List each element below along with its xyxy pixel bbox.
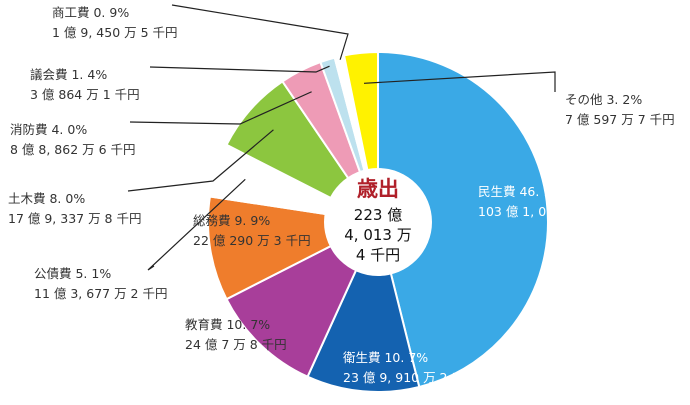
total-amount-line-3: 4 千円 [356,246,400,264]
leader-line-6 [129,91,312,125]
slice-label-name-5: 土木費 8. 0% [8,191,85,206]
pie-slice-2 [225,219,381,379]
slice-label-name-8: 商工費 0. 9% [52,5,129,20]
leader-line-8 [171,4,349,60]
slice-label-amount-9: 7 億 597 万 7 千円 [565,112,675,127]
center-hole [324,168,432,276]
slice-label-name-9: その他 3. 2% [565,92,642,107]
slice-label-amount-0: 103 億 1, 015 万 2 千円 [478,204,619,219]
total-amount-line-2: 4, 013 万 [344,226,411,244]
leader-line-7 [149,65,330,73]
slice-label-name-7: 議会費 1. 4% [30,67,107,82]
slice-label-name-1: 衛生費 10. 7% [343,350,428,365]
slice-label-amount-7: 3 億 864 万 1 千円 [30,87,140,102]
pie-slice-1 [306,218,421,393]
slice-label-amount-3: 22 億 290 万 3 千円 [193,233,311,248]
slice-label-amount-6: 8 億 8, 862 万 6 千円 [10,142,136,157]
chart-title: 歳出 [357,177,399,201]
slice-label-amount-2: 24 億 7 万 8 千円 [185,337,287,352]
leader-line-4 [147,178,246,271]
slice-label-amount-1: 23 億 9, 910 万 2 千円 [343,370,476,385]
slice-label-name-0: 民生費 46. 1% [478,184,563,199]
slice-label-name-3: 総務費 9. 9% [193,213,270,228]
slice-label-name-4: 公債費 5. 1% [34,266,111,281]
slice-label-name-6: 消防費 4. 0% [10,122,87,137]
leader-line-5 [127,129,274,192]
pie-slice-0 [377,50,550,389]
total-amount-line-1: 223 億 [354,206,402,224]
slice-label-amount-5: 17 億 9, 337 万 8 千円 [8,211,141,226]
slice-label-amount-4: 11 億 3, 677 万 2 千円 [34,286,167,301]
leader-lines [127,4,556,271]
leader-line-9 [363,71,556,92]
slice-label-amount-8: 1 億 9, 450 万 5 千円 [52,25,178,40]
slice-label-name-2: 教育費 10. 7% [185,317,270,332]
